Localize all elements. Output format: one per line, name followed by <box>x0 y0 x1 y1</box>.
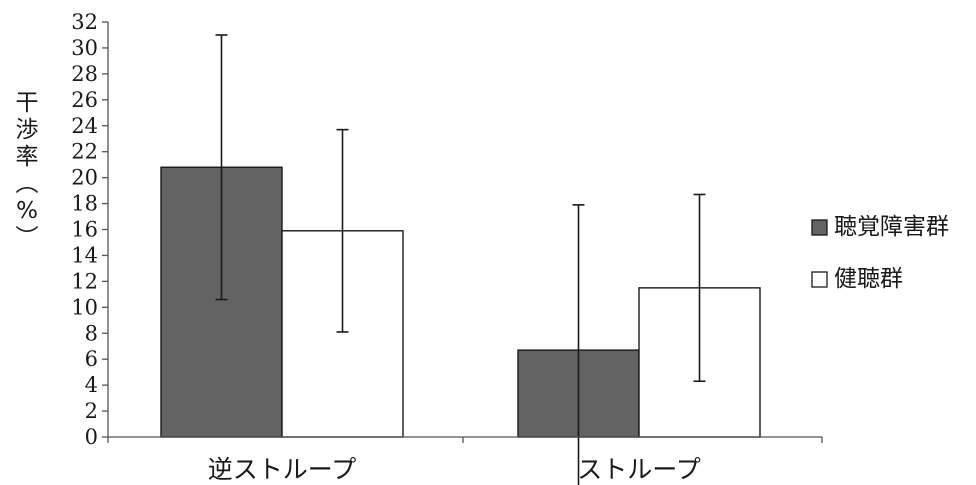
error-bar-1-1 <box>215 34 228 301</box>
x-category-label-1: 逆ストループ <box>208 455 357 484</box>
y-axis-label-char-6: ︶ <box>16 225 39 251</box>
y-tick-label-12: 12 <box>71 269 98 293</box>
y-tick-label-18: 18 <box>71 192 98 216</box>
y-tick-label-32: 32 <box>71 10 98 34</box>
y-axis-label-char-1: 干 <box>16 90 39 116</box>
error-bars-group <box>215 34 706 485</box>
y-tick-label-26: 26 <box>71 88 98 112</box>
legend-swatch-1 <box>811 219 828 236</box>
y-tick-label-24: 24 <box>71 114 98 138</box>
y-tick-label-22: 22 <box>71 140 98 164</box>
legend-swatch-2 <box>811 271 828 288</box>
y-tick-label-8: 8 <box>85 321 98 345</box>
y-tick-label-6: 6 <box>85 347 98 371</box>
y-tick-label-14: 14 <box>71 243 98 267</box>
y-tick-label-28: 28 <box>71 62 98 86</box>
y-tick-label-2: 2 <box>85 399 98 423</box>
legend-label-2: 健聴群 <box>834 266 903 292</box>
y-tick-label-0: 0 <box>85 425 98 449</box>
error-bar-1-2 <box>572 204 585 485</box>
legend-item-1: 聴覚障害群 <box>811 214 949 240</box>
y-axis-label-char-4: ︵ <box>16 171 39 197</box>
error-bar-2-2 <box>693 193 706 383</box>
y-tick-label-20: 20 <box>71 166 98 190</box>
y-axis-label-char-3: 率 <box>16 144 39 170</box>
legend-item-2: 健聴群 <box>811 266 903 292</box>
bars-group <box>160 166 761 438</box>
y-axis-label-char-2: 渉 <box>16 117 39 143</box>
category-labels-group: 逆ストループ ストループ <box>208 455 701 484</box>
y-axis-label-char-5: % <box>16 198 38 224</box>
y-tick-label-4: 4 <box>85 373 98 397</box>
y-tick-label-10: 10 <box>71 295 98 319</box>
y-axis-label: 干渉率︵%︶ <box>16 90 39 251</box>
error-bar-2-1 <box>336 128 349 333</box>
x-category-label-2: ストループ <box>577 455 701 484</box>
y-tick-label-30: 30 <box>71 36 98 60</box>
y-tick-label-16: 16 <box>71 218 98 242</box>
legend-label-1: 聴覚障害群 <box>834 214 949 240</box>
